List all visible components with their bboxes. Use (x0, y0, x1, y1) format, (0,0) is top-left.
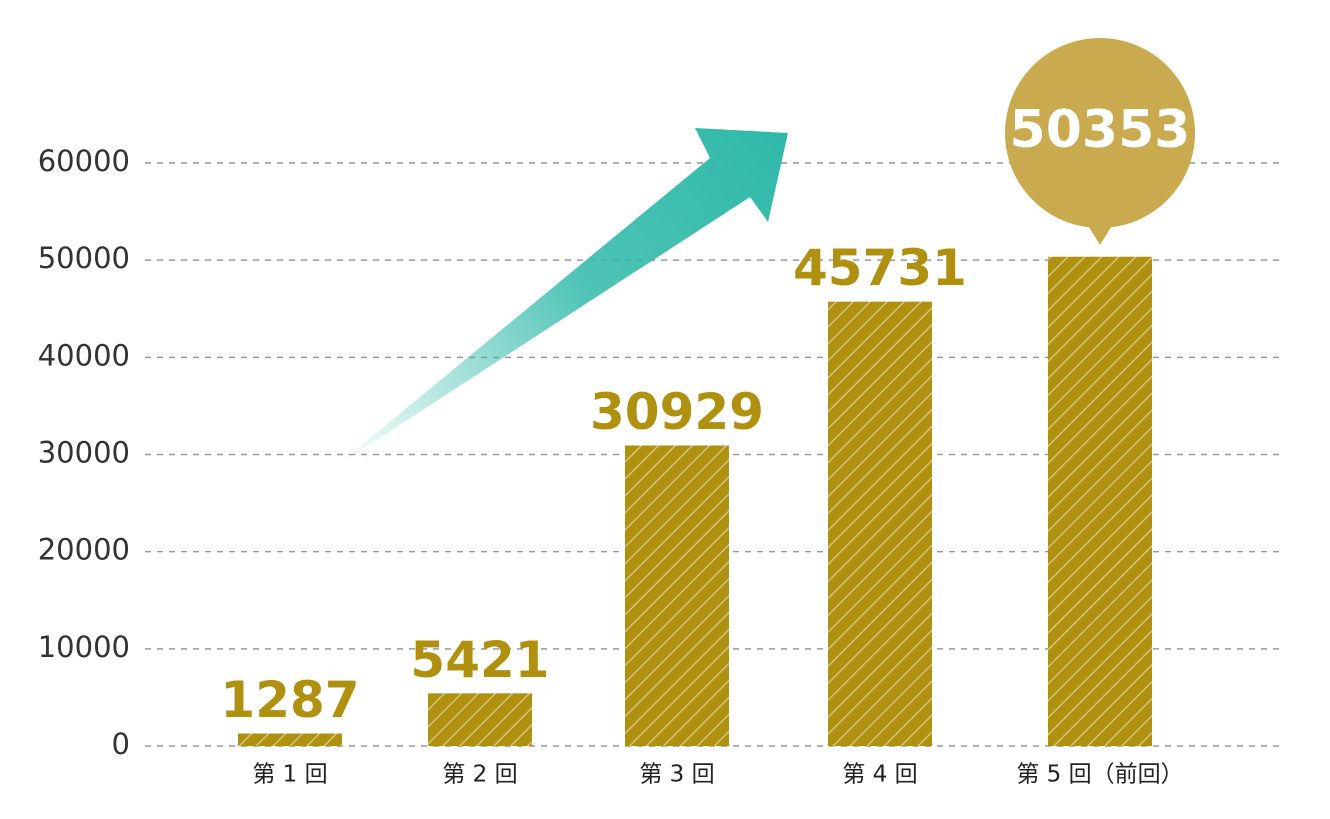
y-tick-label: 60000 (38, 144, 130, 178)
trend-arrow (335, 128, 788, 467)
bar-hatch (625, 445, 729, 746)
y-tick-label: 50000 (38, 241, 130, 275)
x-tick-label: 第 3 回 (639, 762, 714, 788)
x-tick-label: 第 1 回 (252, 762, 327, 788)
value-label: 5421 (410, 631, 549, 689)
value-label: 45731 (793, 239, 967, 297)
x-tick-label: 第 5 回（前回） (1016, 762, 1183, 788)
callout-bubble (1005, 38, 1195, 228)
y-tick-label: 0 (112, 727, 130, 761)
bar-hatch (1048, 256, 1152, 746)
value-label: 50353 (1010, 100, 1191, 160)
y-tick-label: 40000 (38, 338, 130, 372)
bar-hatch (828, 301, 932, 746)
y-tick-label: 10000 (38, 630, 130, 664)
bar-hatch (428, 693, 532, 746)
y-tick-label: 30000 (38, 436, 130, 470)
x-tick-label: 第 4 回 (842, 762, 917, 788)
value-label: 1287 (220, 671, 359, 729)
callout-bubble (1086, 222, 1114, 245)
x-tick-label: 第 2 回 (442, 762, 517, 788)
y-tick-label: 20000 (38, 533, 130, 567)
value-label: 30929 (590, 383, 764, 441)
bar-hatch (238, 733, 342, 746)
